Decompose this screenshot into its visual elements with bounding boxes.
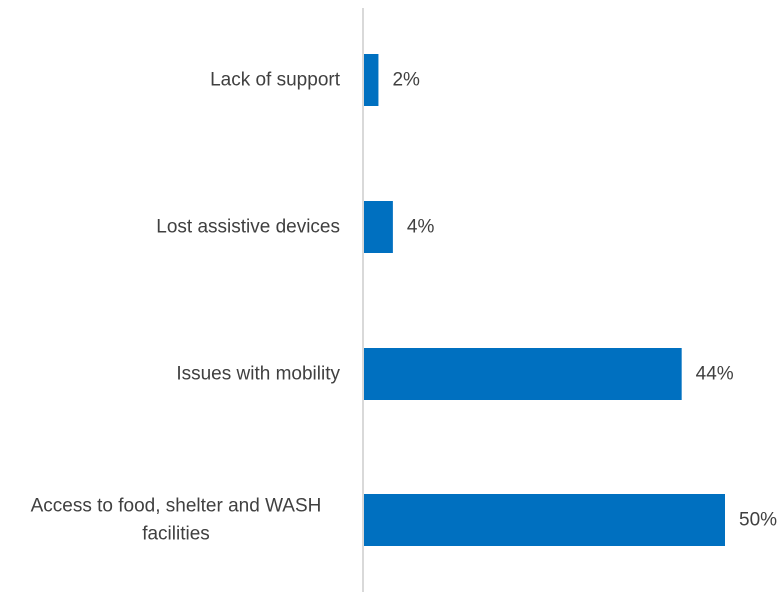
- bar-0: [364, 54, 379, 106]
- category-label-3-line-1: facilities: [142, 524, 210, 545]
- category-label-3-line-0: Access to food, shelter and WASH: [31, 496, 322, 517]
- bar-2: [364, 348, 682, 400]
- value-label-2: 44%: [696, 364, 734, 385]
- category-label-0: Lack of support: [210, 70, 341, 91]
- category-label-2-line-0: Issues with mobility: [176, 364, 340, 385]
- category-label-3: Access to food, shelter and WASH faciliti…: [31, 496, 322, 545]
- bars-group: [364, 54, 725, 546]
- value-label-1: 4%: [407, 217, 435, 238]
- category-label-1: Lost assistive devices: [156, 217, 340, 238]
- bar-3: [364, 494, 725, 546]
- bar-1: [364, 201, 393, 253]
- category-labels-group: Lack of support Lost assistive devices Iss…: [31, 70, 341, 545]
- category-label-2: Issues with mobility: [176, 364, 340, 385]
- category-label-1-line-0: Lost assistive devices: [156, 217, 340, 238]
- value-label-3: 50%: [739, 510, 777, 531]
- value-label-0: 2%: [392, 70, 420, 91]
- category-label-0-line-0: Lack of support: [210, 70, 341, 91]
- value-labels-group: 2% 4% 44% 50%: [392, 70, 777, 531]
